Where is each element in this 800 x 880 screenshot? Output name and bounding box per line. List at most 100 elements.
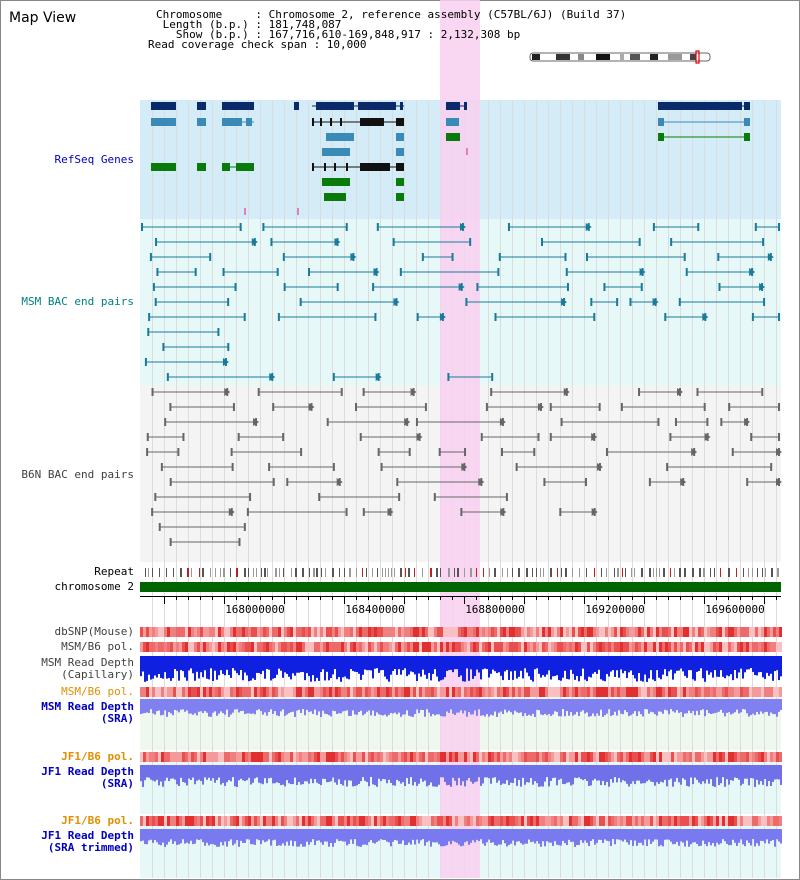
depth-bar bbox=[664, 765, 666, 780]
label-msm-bac[interactable]: MSM BAC end pairs bbox=[21, 295, 134, 308]
depth-bar bbox=[406, 765, 408, 779]
label-msm-read-depth-sra[interactable]: MSM Read Depth (SRA) bbox=[41, 700, 134, 725]
label-dbsnp[interactable]: dbSNP(Mouse) bbox=[54, 625, 134, 638]
strip-cell bbox=[152, 816, 155, 826]
depth-bar bbox=[232, 699, 234, 713]
depth-bar bbox=[720, 699, 722, 710]
label-refseq-genes[interactable]: RefSeq Genes bbox=[54, 153, 134, 166]
depth-bar bbox=[166, 699, 168, 717]
strip-cell bbox=[164, 627, 167, 637]
strip-cell bbox=[692, 687, 695, 697]
repeat-mark bbox=[202, 568, 204, 577]
depth-bar bbox=[594, 765, 596, 779]
repeat-mark bbox=[670, 568, 671, 577]
strip-cell bbox=[296, 752, 299, 762]
strip-cell bbox=[368, 816, 371, 826]
strip-cell bbox=[248, 627, 251, 637]
depth-bar bbox=[678, 656, 680, 671]
strip-cell bbox=[293, 752, 296, 762]
depth-bar bbox=[430, 656, 432, 681]
bac-arrow bbox=[561, 298, 568, 306]
strip-cell bbox=[362, 687, 365, 697]
strip-cell bbox=[725, 687, 728, 697]
strip-cell bbox=[566, 687, 569, 697]
strip-cell bbox=[620, 816, 623, 826]
strip-cell bbox=[224, 642, 227, 652]
repeat-mark bbox=[536, 568, 537, 577]
strip-cell bbox=[713, 687, 716, 697]
strip-cell bbox=[197, 752, 200, 762]
depth-bar bbox=[500, 699, 502, 712]
strip-cell bbox=[707, 752, 710, 762]
label-jf1-b6-pol-1[interactable]: JF1/B6 pol. bbox=[61, 750, 134, 763]
strip-cell bbox=[698, 752, 701, 762]
depth-bar bbox=[582, 829, 584, 843]
strip-cell bbox=[251, 816, 254, 826]
strip-cell bbox=[194, 816, 197, 826]
strip-cell bbox=[752, 642, 755, 652]
info-chromosome: Chromosome : Chromosome 2, reference ass… bbox=[156, 8, 627, 21]
bac-end bbox=[670, 238, 673, 246]
strip-cell bbox=[767, 687, 770, 697]
depth-bar bbox=[648, 656, 650, 679]
strip-cell bbox=[140, 627, 143, 637]
bac-end bbox=[497, 268, 500, 276]
strip-cell bbox=[659, 687, 662, 697]
depth-bar bbox=[566, 699, 568, 712]
depth-bar bbox=[344, 765, 346, 781]
strip-cell bbox=[497, 752, 500, 762]
strip-cell bbox=[686, 752, 689, 762]
label-jf1-b6-pol-2[interactable]: JF1/B6 pol. bbox=[61, 814, 134, 827]
strip-cell bbox=[254, 816, 257, 826]
gene-exon bbox=[396, 133, 404, 141]
strip-cell bbox=[728, 627, 731, 637]
repeat-mark bbox=[291, 568, 292, 577]
label-jf1-read-depth-trimmed[interactable]: JF1 Read Depth (SRA trimmed) bbox=[41, 829, 134, 854]
strip-cell bbox=[569, 642, 572, 652]
strip-cell bbox=[779, 816, 782, 826]
strip-cell bbox=[602, 642, 605, 652]
strip-cell bbox=[737, 627, 740, 637]
depth-bar bbox=[388, 699, 390, 715]
label-jf1-read-depth-sra[interactable]: JF1 Read Depth (SRA) bbox=[41, 765, 134, 790]
strip-cell bbox=[401, 627, 404, 637]
depth-bar bbox=[542, 765, 544, 787]
bac-end bbox=[593, 313, 596, 321]
strip-cell bbox=[239, 642, 242, 652]
depth-bar bbox=[348, 656, 350, 680]
label-msm-b6-pol-1[interactable]: MSM/B6 pol. bbox=[61, 640, 134, 653]
depth-bar bbox=[352, 765, 354, 787]
depth-bar bbox=[502, 656, 504, 681]
repeat-mark bbox=[601, 568, 602, 577]
depth-bar bbox=[622, 656, 624, 674]
label-msm-read-depth-capillary[interactable]: MSM Read Depth (Capillary) bbox=[41, 656, 134, 681]
strip-cell bbox=[347, 816, 350, 826]
strip-cell bbox=[773, 816, 776, 826]
depth-bar bbox=[632, 765, 634, 782]
strip-cell bbox=[452, 627, 455, 637]
depth-bar bbox=[432, 765, 434, 787]
depth-bar bbox=[262, 699, 264, 715]
strip-cell bbox=[530, 687, 533, 697]
strip-cell bbox=[227, 642, 230, 652]
strip-cell bbox=[239, 752, 242, 762]
strip-cell bbox=[617, 642, 620, 652]
depth-bar bbox=[500, 765, 502, 785]
depth-bar bbox=[168, 699, 170, 713]
strip-cell bbox=[467, 642, 470, 652]
strip-cell bbox=[335, 627, 338, 637]
depth-bar bbox=[654, 829, 656, 840]
strip-cell bbox=[434, 816, 437, 826]
label-msm-b6-pol-2[interactable]: MSM/B6 pol. bbox=[61, 685, 134, 698]
strip-cell bbox=[371, 627, 374, 637]
depth-bar bbox=[332, 656, 334, 675]
gene-exon bbox=[446, 102, 460, 110]
depth-bar bbox=[318, 699, 320, 712]
depth-bar bbox=[546, 699, 548, 716]
depth-bar bbox=[358, 829, 360, 847]
depth-bar bbox=[690, 765, 692, 778]
depth-bar bbox=[384, 699, 386, 715]
label-b6n-bac[interactable]: B6N BAC end pairs bbox=[21, 468, 134, 481]
depth-bar bbox=[310, 765, 312, 779]
